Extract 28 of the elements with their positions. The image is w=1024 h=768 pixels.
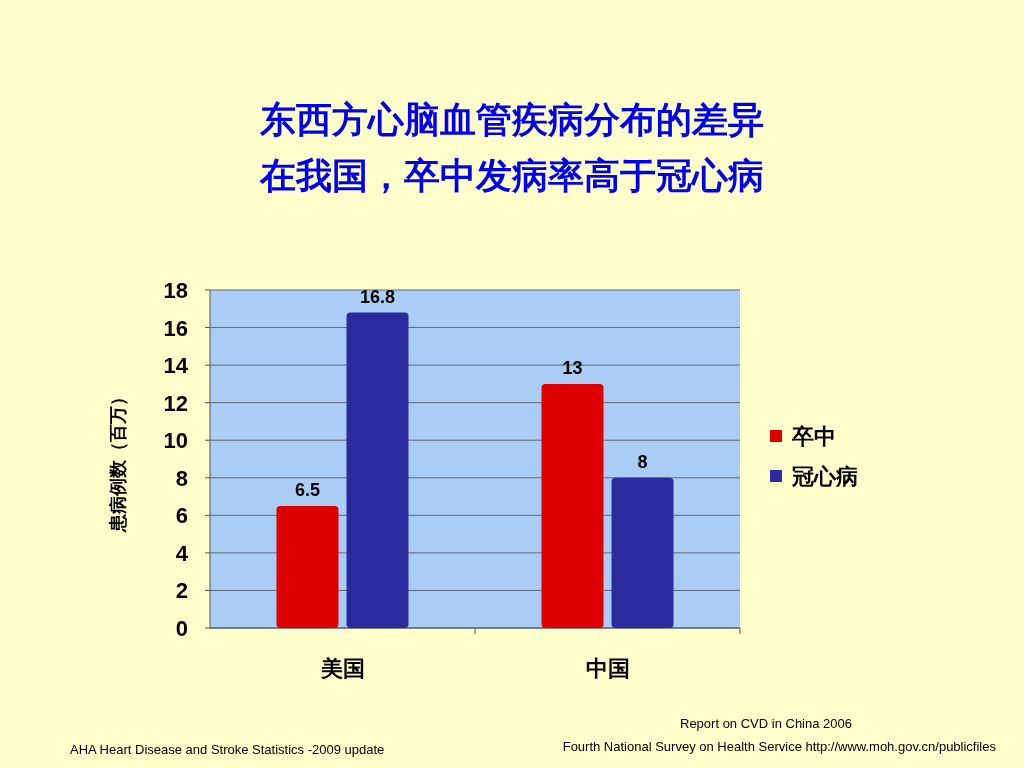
- y-tick-label: 4: [175, 540, 189, 566]
- y-tick-label: 14: [163, 353, 189, 379]
- bar: [541, 383, 604, 628]
- data-label: 16.8: [359, 286, 396, 307]
- y-tick-label: 18: [163, 278, 188, 303]
- chart-subtitle: 在我国，卒中发病率高于冠心病: [259, 155, 764, 196]
- text: AHA Heart Disease and Stroke Statistics -2009 update: [70, 742, 385, 757]
- y-tick-label: 10: [163, 428, 188, 454]
- y-tick-label: 12: [163, 390, 188, 416]
- text: Fourth National Survey on Health Service http://www.moh.gov.cn/publicfiles: [562, 739, 997, 754]
- data-label: 8: [637, 451, 648, 472]
- y-axis-title: 患病例数（百万）: [108, 388, 128, 533]
- y-tick-label: 6: [175, 503, 188, 529]
- y-tick-label: 2: [175, 578, 188, 604]
- legend-label: 冠心病: [791, 464, 858, 489]
- bar: [611, 477, 674, 628]
- bar: [346, 312, 409, 628]
- x-tick-label: 中国: [585, 656, 630, 681]
- text: Report on CVD in China 2006: [680, 716, 852, 731]
- y-tick-label: 8: [175, 465, 188, 491]
- y-tick-label: 16: [163, 315, 188, 341]
- data-label: 6.5: [294, 479, 321, 500]
- legend-label: 卒中: [791, 424, 836, 449]
- bar: [276, 505, 339, 628]
- x-tick-label: 美国: [319, 656, 365, 681]
- chart-title: 东西方心脑血管疾病分布的差异: [259, 99, 764, 140]
- y-tick-label: 0: [175, 616, 188, 641]
- data-label: 13: [562, 357, 583, 378]
